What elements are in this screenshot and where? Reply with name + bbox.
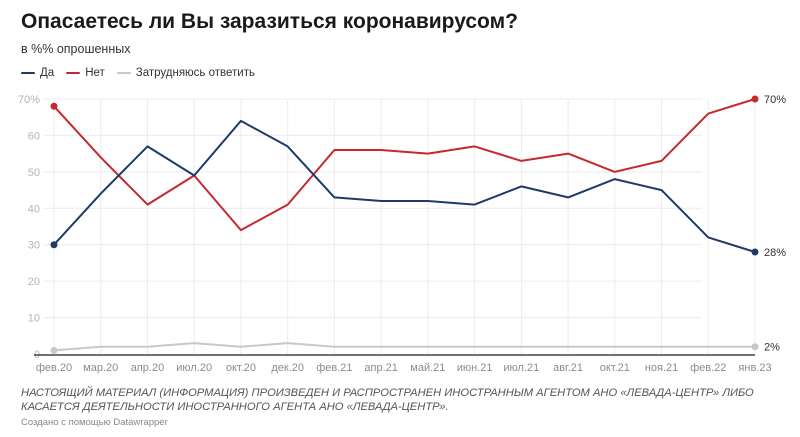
y-tick-label: 20 (28, 276, 40, 288)
y-tick-label: 30 (28, 240, 40, 252)
x-tick-label: авг.21 (553, 362, 583, 374)
x-tick-label: ноя.21 (645, 362, 678, 374)
x-tick-label: окт.21 (600, 362, 630, 374)
footer-byline: Создано с помощью Datawrapper (21, 417, 168, 428)
end-label-yes: 28% (764, 247, 786, 259)
x-gridlines (53, 99, 756, 354)
series-line-yes (53, 119, 756, 253)
x-tick-label: июн.21 (457, 362, 493, 374)
legend-item-undecided: Затрудняюсь ответить (116, 67, 255, 79)
chart-legend: Да Нет Затрудняюсь ответить (21, 67, 255, 79)
series-line-no (53, 98, 756, 232)
legend-swatch-undecided (116, 71, 131, 75)
x-tick-label: фев.21 (316, 362, 352, 374)
series-lines (53, 98, 756, 352)
footer-notes: НАСТОЯЩИЙ МАТЕРИАЛ (ИНФОРМАЦИЯ) ПРОИЗВЕД… (21, 387, 754, 413)
end-point-undecided (751, 343, 759, 351)
x-tick-label: мар.20 (83, 362, 118, 374)
legend-item-no: Нет (66, 67, 105, 79)
x-tick-label: дек.20 (271, 362, 304, 374)
legend-swatch-yes (21, 71, 35, 75)
end-point-yes (751, 248, 759, 256)
legend-label-yes: Да (40, 67, 55, 79)
start-point-yes (50, 241, 58, 249)
series-line-undecided (53, 342, 756, 352)
y-tick-label: 50 (28, 167, 40, 179)
x-tick-label: фев.20 (36, 362, 72, 374)
x-tick-label: июл.21 (503, 362, 539, 374)
x-tick-label: фев.22 (690, 362, 726, 374)
x-tick-label: июл.20 (176, 362, 212, 374)
x-tick-label: янв.23 (738, 362, 771, 374)
x-tick-label: апр.21 (364, 362, 397, 374)
x-tick-label: апр.20 (131, 362, 164, 374)
series-end-labels: 2% 70% 28% (764, 94, 786, 354)
chart-title: Опасаетесь ли Вы заразиться коронавирусо… (21, 10, 518, 33)
series-endpoints (50, 95, 759, 354)
legend-swatch-no (66, 71, 81, 75)
y-tick-label: 10 (28, 313, 40, 325)
end-label-no: 70% (764, 94, 786, 106)
legend-label-undecided: Затрудняюсь ответить (135, 67, 255, 79)
x-tick-labels: фев.20 мар.20 апр.20 июл.20 окт.20 дек.20 фев.… (36, 362, 772, 374)
y-gridlines (44, 98, 702, 319)
x-tick-label: май.21 (410, 362, 445, 374)
y-tick-label: 40 (28, 203, 40, 215)
end-label-undecided: 2% (764, 342, 780, 354)
x-tick-label: окт.20 (226, 362, 256, 374)
legend-label-no: Нет (85, 67, 105, 79)
y-tick-label: 70% (18, 94, 40, 106)
legend-item-yes: Да (21, 67, 54, 79)
end-point-no (751, 95, 759, 103)
y-tick-label: 60 (28, 130, 40, 142)
chart-subtitle: в %% опрошенных (21, 42, 131, 56)
start-point-undecided (50, 346, 58, 354)
start-point-no (50, 102, 58, 110)
